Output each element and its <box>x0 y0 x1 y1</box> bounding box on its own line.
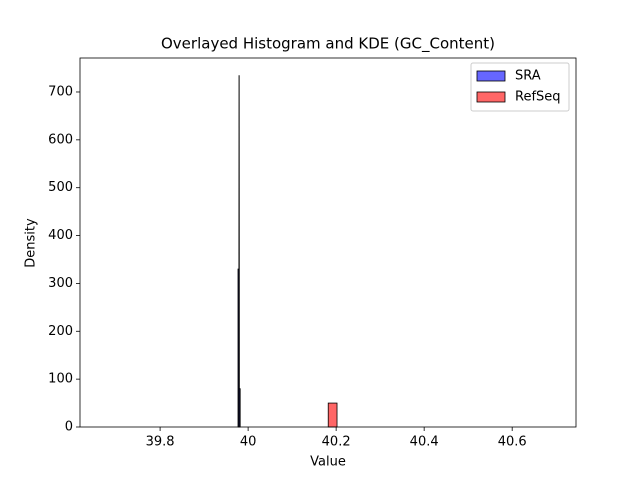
y-tick-label: 500 <box>48 180 73 195</box>
y-tick-label: 300 <box>48 276 73 291</box>
legend: SRA RefSeq <box>470 62 570 112</box>
y-tick-label: 200 <box>48 324 73 339</box>
x-tick-label: 40.2 <box>322 435 351 450</box>
y-tick-label: 100 <box>48 372 73 387</box>
y-tick-label: 400 <box>48 228 73 243</box>
x-axis-label: Value <box>310 455 346 470</box>
y-tick-label: 600 <box>48 132 73 147</box>
y-tick-label: 0 <box>65 420 73 435</box>
legend-swatch <box>476 91 506 103</box>
legend-label: RefSeq <box>515 90 561 105</box>
y-tick-label: 700 <box>48 84 73 99</box>
legend-swatch <box>476 70 506 82</box>
legend-label: SRA <box>515 69 541 84</box>
histogram-bar <box>327 402 338 428</box>
x-tick-label: 40.6 <box>498 435 527 450</box>
x-tick-label: 40 <box>240 435 257 450</box>
plot-frame <box>79 57 577 428</box>
x-tick-label: 40.4 <box>410 435 439 450</box>
y-axis-label: Density <box>24 218 39 268</box>
chart-title: Overlayed Histogram and KDE (GC_Content) <box>161 35 495 54</box>
x-tick-label: 39.8 <box>146 435 175 450</box>
